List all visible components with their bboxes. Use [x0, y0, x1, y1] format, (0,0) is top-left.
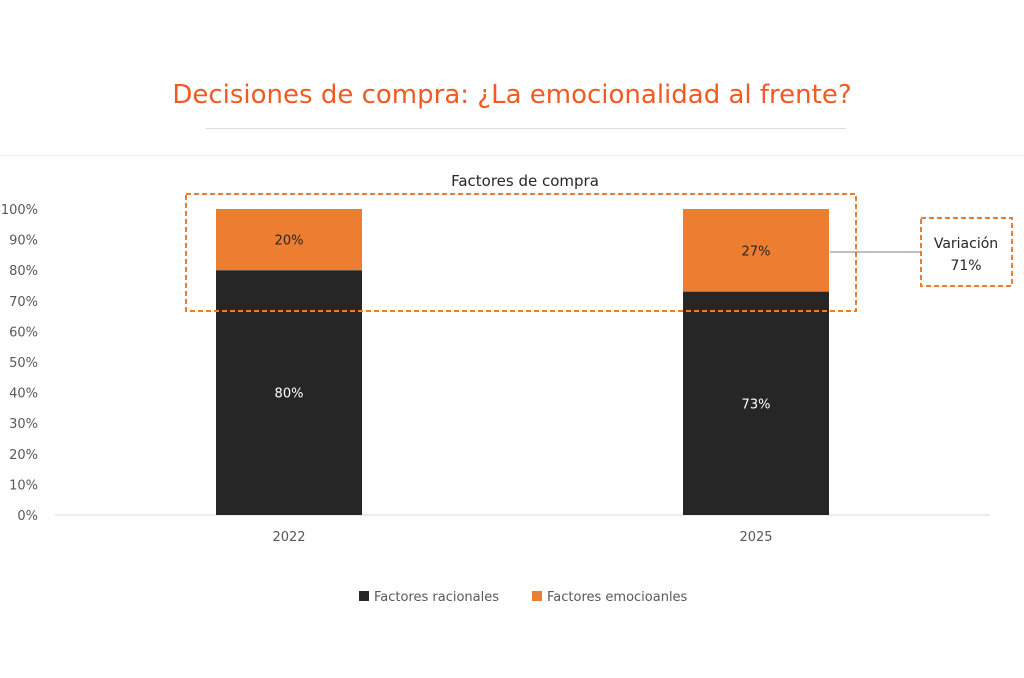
y-tick-label: 0% — [17, 509, 38, 524]
data-label-racionales: 80% — [275, 387, 304, 402]
legend: Factores racionales Factores emocioanles — [359, 590, 688, 605]
variation-label: Variación — [934, 236, 998, 252]
x-tick-label: 2022 — [272, 530, 305, 545]
legend-swatch-racionales — [359, 591, 369, 601]
y-tick-label: 90% — [9, 234, 38, 249]
bars: 80% 20% 73% 27% — [216, 209, 829, 515]
y-tick-label: 20% — [9, 448, 38, 463]
variation-value: 71% — [950, 258, 981, 274]
variation-callout-box — [920, 217, 1013, 287]
y-tick-label: 60% — [9, 325, 38, 340]
bar-segment-emocionales — [216, 209, 362, 271]
title-divider — [206, 128, 846, 129]
y-tick-label: 30% — [9, 417, 38, 432]
y-tick-label: 80% — [9, 264, 38, 279]
bar-segment-emocionales — [683, 209, 829, 292]
data-label-emocionales: 20% — [275, 234, 304, 249]
data-label-emocionales: 27% — [742, 244, 771, 259]
x-tick-label: 2025 — [739, 530, 772, 545]
legend-label-racionales: Factores racionales — [374, 590, 499, 605]
y-tick-label: 40% — [9, 387, 38, 402]
y-tick-label: 10% — [9, 478, 38, 493]
highlight-annotation: Variación 71% — [185, 193, 1013, 312]
bar-segment-racionales — [683, 291, 829, 515]
y-tick-label: 50% — [9, 356, 38, 371]
legend-swatch-emocionales — [532, 591, 542, 601]
page-title: Decisiones de compra: ¿La emocionalidad … — [172, 80, 852, 110]
y-tick-label: 70% — [9, 295, 38, 310]
chart-title: Factores de compra — [451, 172, 599, 190]
legend-label-emocionales: Factores emocioanles — [547, 590, 688, 605]
header-band — [0, 0, 1024, 155]
y-tick-label: 100% — [1, 203, 38, 218]
x-axis-labels: 2022 2025 — [272, 530, 772, 545]
data-label-racionales: 73% — [742, 397, 771, 412]
section-divider — [0, 155, 1024, 156]
y-axis: 0% 10% 20% 30% 40% 50% 60% 70% 80% 90% 100% — [1, 203, 38, 524]
